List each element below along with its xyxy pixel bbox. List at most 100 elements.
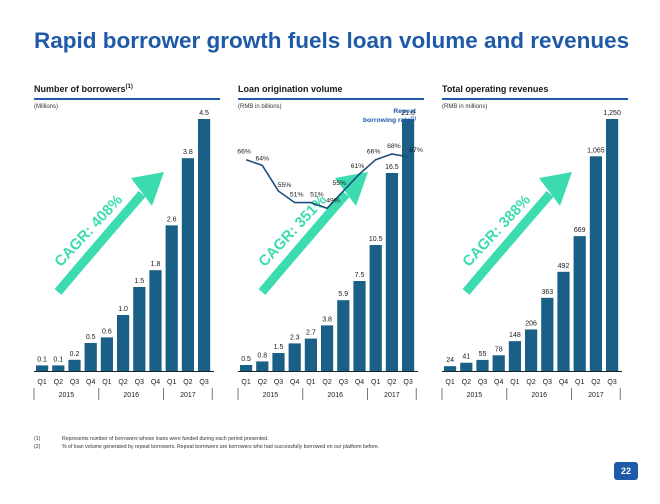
bar <box>508 341 521 371</box>
year-label: 2017 <box>384 392 400 399</box>
bar <box>256 361 269 371</box>
panel-divider <box>238 98 424 100</box>
data-label: 1.5 <box>134 278 144 285</box>
page-title: Rapid borrower growth fuels loan volume … <box>34 28 630 53</box>
x-tick-label: Q1 <box>445 379 454 386</box>
revenues-chart: CAGR: 388%24 41 55781482063634926691,0651,… <box>441 110 622 400</box>
x-tick-label: Q3 <box>339 379 348 386</box>
x-tick-label: Q2 <box>118 379 127 386</box>
year-label: 2016 <box>531 392 547 399</box>
year-label: 2016 <box>327 392 343 399</box>
bar <box>100 337 113 371</box>
footnote-mark: (1) <box>34 436 41 442</box>
panel-divider <box>34 98 220 100</box>
year-label: 2017 <box>588 392 604 399</box>
panel-unit: (RMB in billions) <box>238 104 282 110</box>
rate-data-label: 55% <box>278 182 292 189</box>
bar <box>52 365 65 371</box>
year-label: 2017 <box>180 392 196 399</box>
cagr-arrow <box>258 172 368 295</box>
x-tick-label: Q4 <box>494 379 503 386</box>
data-label: 0.5 <box>86 334 96 341</box>
cagr-arrow-head <box>539 172 572 206</box>
rate-data-label: 61% <box>351 163 365 170</box>
bar <box>337 300 350 371</box>
data-label: 55 <box>479 351 487 358</box>
x-tick-label: Q3 <box>403 379 412 386</box>
rate-data-label: 51% <box>290 192 304 199</box>
x-tick-label: Q2 <box>322 379 331 386</box>
rate-data-label: 55% <box>332 180 346 187</box>
rate-data-label: 64% <box>255 155 269 162</box>
bar <box>36 365 49 371</box>
bar <box>492 355 505 371</box>
x-tick-label: Q4 <box>559 379 568 386</box>
x-tick-label: Q2 <box>526 379 535 386</box>
bar <box>304 338 317 371</box>
bar <box>353 281 366 371</box>
data-label: 1,065 <box>587 147 605 154</box>
year-label: 2015 <box>263 392 279 399</box>
bar <box>606 119 619 371</box>
footnote-mark: (2) <box>34 444 41 450</box>
data-label: 0.8 <box>257 352 267 359</box>
year-label: 2016 <box>123 392 139 399</box>
data-label: 16.5 <box>385 164 399 171</box>
rate-data-label: 49% <box>326 197 340 204</box>
x-tick-label: Q1 <box>241 379 250 386</box>
data-label: 7.5 <box>355 272 365 279</box>
data-label: 2.3 <box>290 334 300 341</box>
cagr-arrow-shaft <box>462 191 554 295</box>
data-label: 10.5 <box>369 236 383 243</box>
panel-unit: (Millions) <box>34 104 58 110</box>
bar <box>460 362 473 371</box>
x-tick-label: Q3 <box>199 379 208 386</box>
data-label: 0.1 <box>53 356 63 363</box>
data-label: 24 <box>446 357 454 364</box>
line-legend-line1: Repeat <box>393 108 416 115</box>
panel-title: Total operating revenues <box>442 84 549 94</box>
panel-title: Number of borrowers(1) <box>34 84 133 94</box>
x-tick-label: Q1 <box>371 379 380 386</box>
page-number: 22 <box>614 462 638 480</box>
bar <box>68 359 81 371</box>
rate-data-label: 66% <box>367 149 381 156</box>
bar <box>557 271 570 371</box>
cagr-arrow-head <box>131 172 164 206</box>
x-tick-label: Q3 <box>274 379 283 386</box>
cagr-arrow <box>462 172 572 295</box>
rate-data-label: 67% <box>409 147 423 154</box>
borrowers-chart: CAGR: 408%0.1 0.10.20.50.61.01.51.82.63.8… <box>33 110 214 400</box>
bar <box>369 245 382 371</box>
x-tick-label: Q3 <box>135 379 144 386</box>
cagr-arrow <box>54 172 164 295</box>
cagr-arrow-shaft <box>54 191 146 295</box>
bar <box>589 156 602 371</box>
x-tick-label: Q4 <box>290 379 299 386</box>
x-tick-label: Q2 <box>591 379 600 386</box>
loan-volume-chart: CAGR: 351%0.50.81.52.32.73.85.97.510.516… <box>237 108 423 400</box>
x-tick-label: Q3 <box>70 379 79 386</box>
footnote-ref: (1) <box>125 84 133 90</box>
data-label: 0.5 <box>241 356 251 363</box>
revenues-panel: Total operating revenues (RMB in million… <box>441 84 628 406</box>
bar <box>385 173 398 371</box>
line-legend-line2: borrowing rate(2) <box>363 116 417 125</box>
data-label: 0.1 <box>37 356 47 363</box>
data-label: 3.8 <box>322 316 332 323</box>
data-label: 2.6 <box>167 216 177 223</box>
x-tick-label: Q2 <box>183 379 192 386</box>
repeat-rate-line <box>245 153 409 210</box>
bar <box>149 270 162 371</box>
x-tick-label: Q2 <box>258 379 267 386</box>
rate-data-label: 51% <box>310 192 324 199</box>
bar <box>181 158 194 371</box>
cagr-arrow-head <box>335 172 368 206</box>
bar <box>321 325 334 371</box>
data-label: 1.8 <box>151 261 161 268</box>
data-label: 0.2 <box>70 351 80 358</box>
footnote-text: Represents number of borrowers whose loa… <box>62 436 269 442</box>
data-label: 206 <box>525 320 537 327</box>
data-label: 1,250 <box>603 110 621 117</box>
data-label: 1.0 <box>118 306 128 313</box>
